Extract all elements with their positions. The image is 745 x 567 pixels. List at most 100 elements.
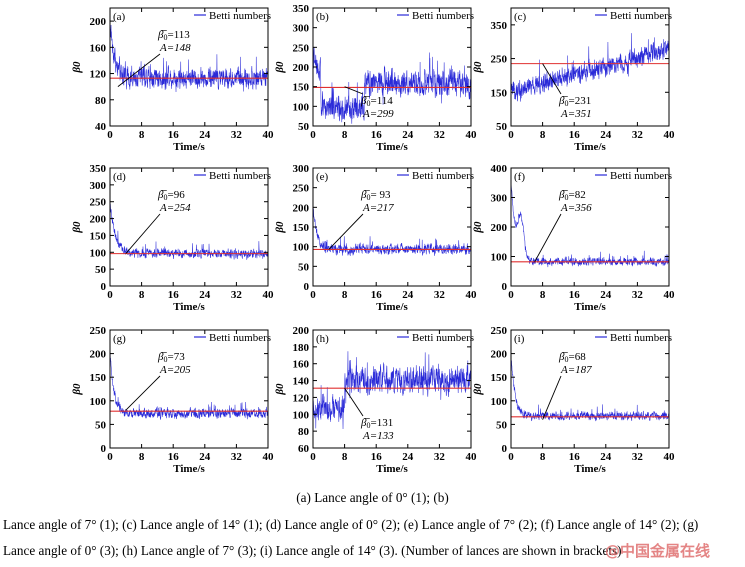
y-axis-title-a: β0 <box>71 61 83 74</box>
x-tick-label: 40 <box>263 129 275 141</box>
x-tick-label: 0 <box>310 451 316 463</box>
x-tick-label: 40 <box>466 289 478 301</box>
y-tick-label: 300 <box>293 23 310 35</box>
series-line-c <box>511 33 669 102</box>
y-tick-label: 250 <box>491 54 508 66</box>
x-tick-label: 24 <box>402 451 414 463</box>
annotation-amplitude-f: A=356 <box>560 202 592 214</box>
y-tick-label: 250 <box>90 325 107 337</box>
plot-frame-d <box>109 167 269 287</box>
legend-label-f: Betti numbers <box>610 170 672 182</box>
x-tick-label: 40 <box>664 289 676 301</box>
y-tick-label: 40 <box>95 121 107 133</box>
annotation-mean-c: β̅0=231 <box>558 95 591 108</box>
annotation-amplitude-c: A=351 <box>560 108 592 120</box>
x-axis-title-h: Time/s <box>376 463 408 475</box>
legend-label-a: Betti numbers <box>209 10 271 22</box>
panel-label-d: (d) <box>113 171 126 183</box>
y-tick-label: 100 <box>90 247 107 259</box>
x-tick-label: 8 <box>139 289 145 301</box>
annotation-amplitude-b: A=299 <box>362 108 394 120</box>
y-tick-label: 120 <box>90 69 107 81</box>
annotation-amplitude-g: A=205 <box>159 364 191 376</box>
y-tick-label: 150 <box>491 372 508 384</box>
legend-label-g: Betti numbers <box>209 332 271 344</box>
panel-label-e: (e) <box>316 171 329 183</box>
series-line-e <box>313 204 471 256</box>
panel-g: 0 8 16 24 32 40 0 50 100 150 200 250 Time/s β0 (g) Bett… <box>71 325 274 475</box>
y-tick-label: 50 <box>298 121 310 133</box>
caption-line-3: Lance angle of 0° (3); (h) Lance angle o… <box>3 543 622 558</box>
annotation-amplitude-h: A=133 <box>362 430 394 442</box>
y-tick-label: 200 <box>293 202 310 214</box>
x-tick-label: 16 <box>371 451 383 463</box>
x-tick-label: 0 <box>107 129 113 141</box>
x-tick-label: 32 <box>231 289 243 301</box>
plot-frame-e <box>312 167 472 287</box>
annotation-mean-b: β̅0=114 <box>360 95 393 108</box>
y-axis-title-b: β0 <box>274 61 286 74</box>
panel-b: 0 8 16 24 32 40 50 100 150 200 250 300 350 Time/s β0 (b… <box>274 3 477 153</box>
annotation-arrow-h <box>344 387 364 417</box>
y-tick-label: 150 <box>90 372 107 384</box>
y-tick-label: 200 <box>491 349 508 361</box>
y-tick-label: 50 <box>496 121 508 133</box>
y-tick-label: 80 <box>298 426 310 438</box>
y-tick-label: 0 <box>502 281 508 293</box>
panel-label-a: (a) <box>113 11 126 23</box>
y-tick-label: 60 <box>298 443 310 455</box>
y-tick-label: 200 <box>90 214 107 226</box>
x-tick-label: 32 <box>434 451 446 463</box>
annotation-amplitude-a: A=148 <box>159 42 191 54</box>
x-tick-label: 32 <box>231 451 243 463</box>
panel-label-i: (i) <box>514 333 525 345</box>
x-tick-label: 24 <box>199 451 211 463</box>
y-axis-title-h: β0 <box>274 383 286 396</box>
y-tick-label: 100 <box>293 409 310 421</box>
x-tick-label: 16 <box>569 129 581 141</box>
x-tick-label: 8 <box>139 451 145 463</box>
legend-label-d: Betti numbers <box>209 170 271 182</box>
y-axis-title-d: β0 <box>71 221 83 234</box>
y-tick-label: 50 <box>496 419 508 431</box>
annotation-amplitude-d: A=254 <box>159 202 191 214</box>
x-axis-title-b: Time/s <box>376 141 408 153</box>
y-tick-label: 200 <box>90 16 107 28</box>
series-line-i <box>511 356 669 422</box>
y-tick-label: 350 <box>90 163 107 175</box>
y-tick-label: 160 <box>293 359 310 371</box>
annotation-arrow-e <box>328 213 364 250</box>
x-tick-label: 8 <box>540 289 546 301</box>
panel-label-h: (h) <box>316 333 329 345</box>
x-tick-label: 8 <box>342 129 348 141</box>
series-line-h <box>313 351 471 430</box>
x-tick-label: 0 <box>107 451 113 463</box>
y-tick-label: 0 <box>304 281 310 293</box>
y-tick-label: 0 <box>502 443 508 455</box>
x-tick-label: 24 <box>600 451 612 463</box>
y-tick-label: 200 <box>491 222 508 234</box>
y-tick-label: 50 <box>298 261 310 273</box>
y-tick-label: 150 <box>491 87 508 99</box>
panel-a: 0 8 16 24 32 40 40 80 120 160 200 Time/s β0 (a) Betti … <box>71 7 275 153</box>
x-tick-label: 40 <box>263 451 275 463</box>
legend-label-i: Betti numbers <box>610 332 672 344</box>
y-axis-title-i: β0 <box>472 383 484 396</box>
x-tick-label: 0 <box>508 451 514 463</box>
x-tick-label: 8 <box>342 451 348 463</box>
annotation-mean-e: β̅0= 93 <box>360 189 391 202</box>
y-tick-label: 150 <box>293 82 310 94</box>
y-axis-title-e: β0 <box>274 221 286 234</box>
y-tick-label: 250 <box>90 197 107 209</box>
x-axis-title-i: Time/s <box>574 463 606 475</box>
x-tick-label: 16 <box>371 129 383 141</box>
annotation-mean-f: β̅0=82 <box>558 189 586 202</box>
annotation-arrow-g <box>125 375 161 411</box>
annotation-amplitude-i: A=187 <box>560 364 592 376</box>
y-axis-title-g: β0 <box>71 383 83 396</box>
y-tick-label: 300 <box>90 180 107 192</box>
y-tick-label: 150 <box>293 222 310 234</box>
y-tick-label: 250 <box>293 42 310 54</box>
plot-frame-i <box>510 329 670 449</box>
